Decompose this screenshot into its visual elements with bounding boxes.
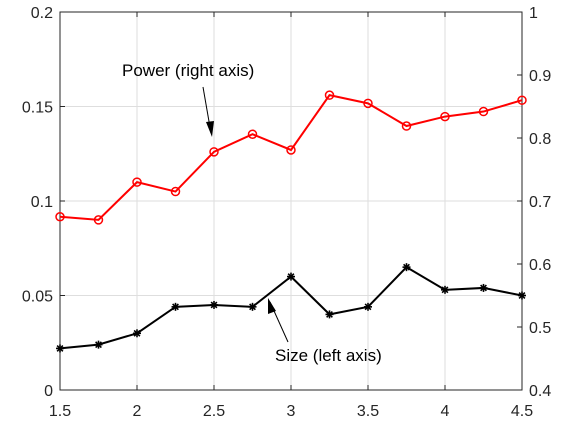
y-right-tick-label: 0.6 <box>529 257 551 274</box>
power-series-point <box>324 90 335 100</box>
size-series-point <box>94 340 103 349</box>
x-tick-label: 4.5 <box>511 403 533 420</box>
annotation-size: Size (left axis) <box>275 346 382 365</box>
annotation-power: Power (right axis) <box>122 61 254 80</box>
y-left-tick-label: 0.05 <box>22 289 53 306</box>
x-tick-label: 1.5 <box>49 403 71 420</box>
size-series-point <box>210 300 218 309</box>
y-right-tick-label: 0.4 <box>529 383 551 400</box>
size-series-point <box>325 310 334 319</box>
axes: 1.5 2 2.5 3 3.5 4 4.5 0 0.05 0.1 0.15 0.2 0.4 0.5 0.6 0… <box>22 5 551 420</box>
power-series-point <box>440 111 450 122</box>
annotations: Power (right axis) Size (left axis) <box>122 61 382 365</box>
size-series-point <box>402 263 411 272</box>
x-tick-label: 3.5 <box>357 403 379 420</box>
size-series-point <box>133 329 141 338</box>
power-series-point <box>55 212 65 222</box>
x-tick-label: 4 <box>441 403 450 420</box>
power-series-point <box>170 186 181 197</box>
size-series-point <box>248 302 257 311</box>
size-series-point <box>56 344 64 353</box>
y-left-tick-label: 0.1 <box>31 194 53 211</box>
power-series-point <box>401 121 412 131</box>
y-left-tick-label: 0 <box>44 383 53 400</box>
power-series-point <box>247 129 258 139</box>
annotation-size-arrowhead <box>268 298 276 314</box>
size-series-point <box>441 285 449 294</box>
power-series-line <box>59 94 523 221</box>
size-series-point <box>287 272 295 281</box>
power-series-point <box>93 215 104 225</box>
y-right-tick-label: 0.7 <box>529 194 551 211</box>
power-series-point <box>209 147 219 157</box>
power-series-point <box>478 106 489 117</box>
x-tick-label: 2.5 <box>203 403 225 420</box>
y-left-tick-label: 0.15 <box>22 100 53 117</box>
size-series-point <box>518 291 526 300</box>
y-left-tick-label: 0.2 <box>31 5 53 22</box>
x-tick-label: 2 <box>133 403 142 420</box>
size-series-point <box>171 302 180 311</box>
y-right-tick-label: 0.8 <box>529 131 551 148</box>
size-series-point <box>479 283 488 292</box>
series-layer <box>55 90 527 353</box>
power-series-point <box>132 177 142 187</box>
power-series-point <box>363 98 373 109</box>
y-right-tick-label: 0.5 <box>529 320 551 337</box>
size-series-point <box>364 302 372 311</box>
power-series-point <box>517 95 527 105</box>
y-right-tick-label: 0.9 <box>529 68 551 85</box>
power-series-point <box>286 145 296 155</box>
annotation-power-arrowhead <box>206 121 214 137</box>
y-right-tick-label: 1 <box>529 5 538 22</box>
x-tick-label: 3 <box>287 403 296 420</box>
